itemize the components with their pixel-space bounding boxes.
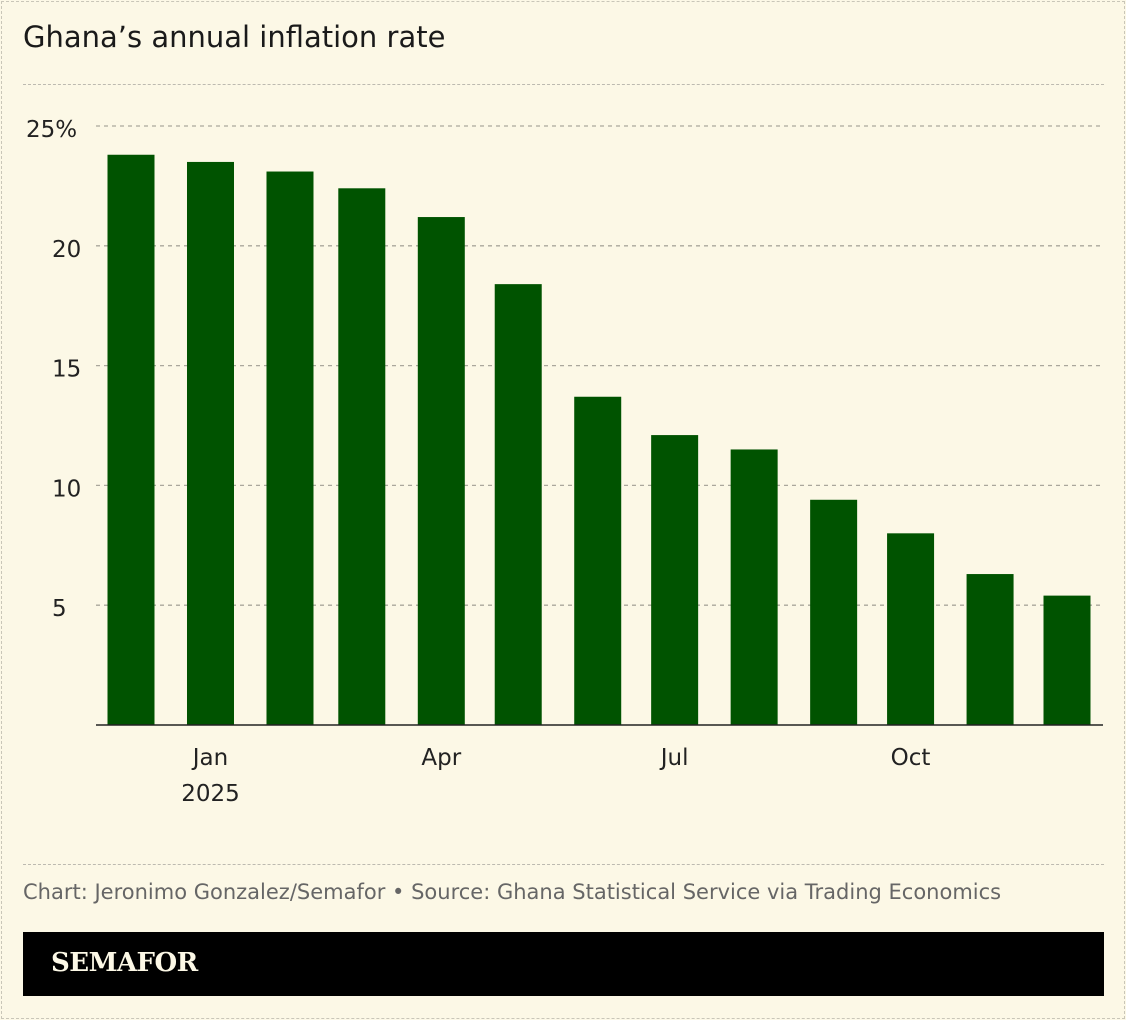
bar	[887, 533, 935, 725]
bar	[810, 499, 858, 725]
y-tick-label: 15	[52, 357, 81, 383]
bar	[338, 188, 386, 725]
bar	[186, 161, 234, 725]
x-tick-label: Oct	[891, 745, 931, 771]
brand-logo: SEMAFOR	[51, 948, 198, 978]
bar	[107, 154, 155, 725]
chart-title: Ghana’s annual inflation rate	[23, 20, 446, 54]
x-tick-label: Jul	[659, 745, 689, 771]
y-tick-label: 20	[52, 237, 81, 263]
y-tick-label: 5	[52, 596, 67, 622]
divider	[23, 864, 1104, 865]
bar	[966, 574, 1014, 725]
bar	[417, 217, 465, 725]
x-tick-label: Apr	[421, 745, 461, 771]
x-tick-sublabel: 2025	[181, 781, 240, 807]
x-tick-label: Jan	[191, 745, 228, 771]
bar	[574, 396, 622, 725]
bar	[1043, 595, 1091, 725]
bar	[266, 171, 314, 726]
bar-chart: 25% 20 15 10 5 Jan 2025 Apr Jul Oct	[26, 117, 1103, 807]
brand-bar: SEMAFOR	[23, 932, 1104, 996]
bar	[494, 284, 542, 725]
y-tick-label: 10	[52, 476, 81, 502]
divider	[23, 84, 1104, 85]
bar	[651, 435, 699, 725]
bar	[730, 449, 778, 725]
source-note: Chart: Jeronimo Gonzalez/Semafor • Sourc…	[23, 880, 1002, 904]
y-tick-label: 25%	[26, 117, 77, 143]
